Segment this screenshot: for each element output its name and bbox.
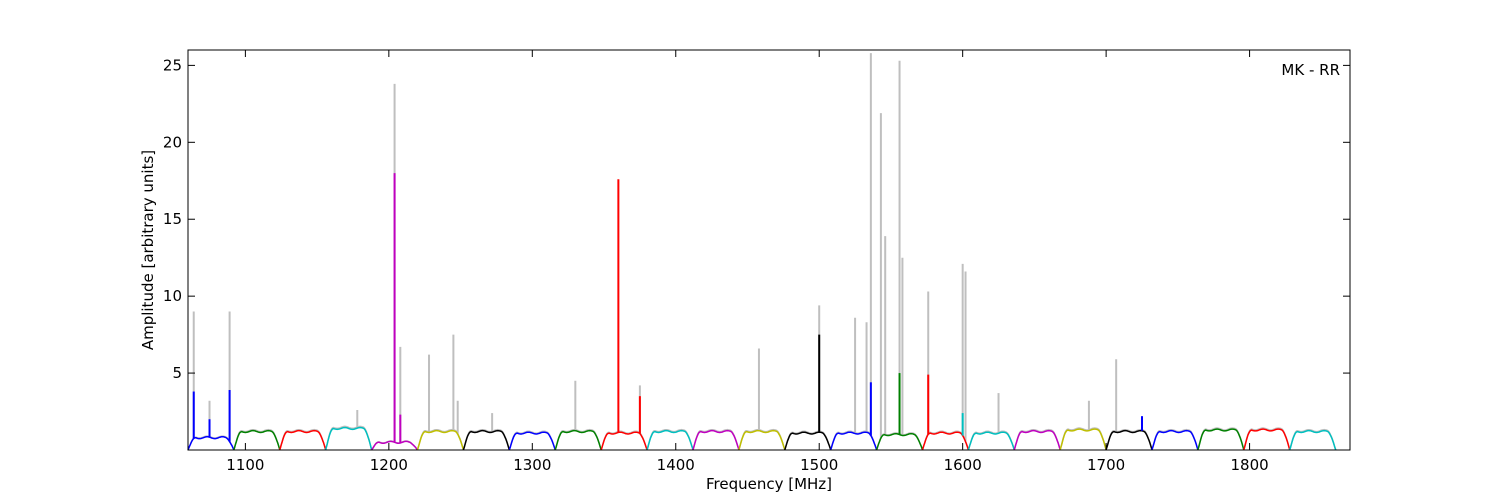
plot-background [188,50,1350,450]
band-line-8 [554,429,602,450]
band-spectrum-layer [187,426,1337,451]
band-line-3 [324,426,373,450]
band-line-2 [279,429,327,450]
band-line-7 [508,431,556,450]
x-tick-label-6: 1700 [1087,456,1125,474]
y-tick-label-0: 5 [172,364,182,382]
band-line-11 [692,429,740,450]
band-line-16 [921,431,970,450]
y-tick-label-4: 25 [163,56,182,74]
band-line-23 [1243,428,1291,450]
band-line-19 [1059,428,1107,450]
band-line-1 [233,429,281,450]
x-tick-label-0: 1100 [226,456,264,474]
band-line-10 [646,429,694,450]
band-line-21 [1151,429,1199,450]
band-line-24 [1288,429,1337,450]
x-tick-label-7: 1800 [1230,456,1268,474]
y-tick-label-1: 10 [163,287,182,305]
raw-band-3 [324,425,373,450]
x-tick-label-5: 1600 [944,456,982,474]
x-tick-label-1: 1200 [370,456,408,474]
y-axis-title: Amplitude [arbitrary units] [139,150,157,350]
x-tick-label-4: 1500 [800,456,838,474]
x-axis-ticks: 1100 1200 1300 1400 1500 1600 1700 1800 [226,50,1269,474]
raw-band-23 [1243,427,1291,450]
band-line-6 [462,429,511,450]
plot-frame [187,49,1351,451]
x-axis-title: Frequency [MHz] [706,475,832,493]
y-axis-ticks: 5 10 15 20 25 [163,56,1350,382]
band-line-0 [187,436,235,451]
band-line-14 [829,431,878,450]
band-spike-layer [192,173,1143,443]
band-line-17 [967,431,1016,450]
band-line-22 [1197,428,1245,450]
band-line-18 [1013,429,1061,450]
y-tick-label-3: 20 [163,133,182,151]
chart-annotation: MK - RR [1281,61,1340,79]
band-line-12 [738,429,786,450]
raw-band-22 [1197,427,1245,450]
y-tick-label-2: 15 [163,210,182,228]
x-tick-label-3: 1400 [657,456,695,474]
band-line-13 [784,431,832,450]
raw-spectrum-layer [187,53,1337,451]
band-line-20 [1105,429,1153,450]
raw-band-19 [1059,427,1107,450]
band-line-5 [416,429,465,450]
x-tick-label-2: 1300 [513,456,551,474]
